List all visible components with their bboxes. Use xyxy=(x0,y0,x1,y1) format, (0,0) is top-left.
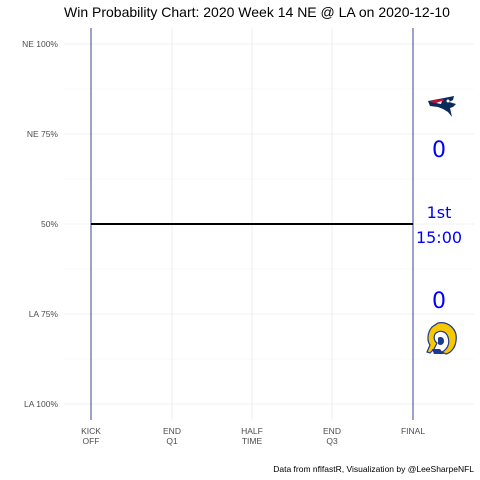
y-tick-label: NE 100% xyxy=(22,39,58,49)
y-tick-label: 50% xyxy=(41,219,58,229)
x-tick-label: END xyxy=(163,426,181,436)
x-tick-label: END xyxy=(323,426,341,436)
x-tick-label: Q1 xyxy=(166,436,178,446)
y-tick-label: LA 100% xyxy=(24,399,58,409)
x-tick-label: OFF xyxy=(83,436,100,446)
y-tick-label: NE 75% xyxy=(27,129,59,139)
x-tick-label: HALF xyxy=(241,426,263,436)
game-quarter: 1st xyxy=(427,203,452,222)
x-tick-label: TIME xyxy=(242,436,263,446)
x-tick-label: Q3 xyxy=(326,436,338,446)
x-tick-label: KICK xyxy=(81,426,101,436)
rams-logo-icon xyxy=(426,322,457,355)
chart-title: Win Probability Chart: 2020 Week 14 NE @… xyxy=(64,4,450,20)
game-clock: 15:00 xyxy=(416,228,462,247)
home-score: 0 xyxy=(432,289,446,314)
y-tick-label: LA 75% xyxy=(29,309,59,319)
chart-caption: Data from nflfastR, Visualization by @Le… xyxy=(273,464,474,474)
away-score: 0 xyxy=(432,138,446,163)
x-tick-label: FINAL xyxy=(401,426,425,436)
y-axis-ticks: NE 100% NE 75% 50% LA 75% LA 100% xyxy=(22,39,58,409)
patriots-logo-icon xyxy=(428,96,456,117)
